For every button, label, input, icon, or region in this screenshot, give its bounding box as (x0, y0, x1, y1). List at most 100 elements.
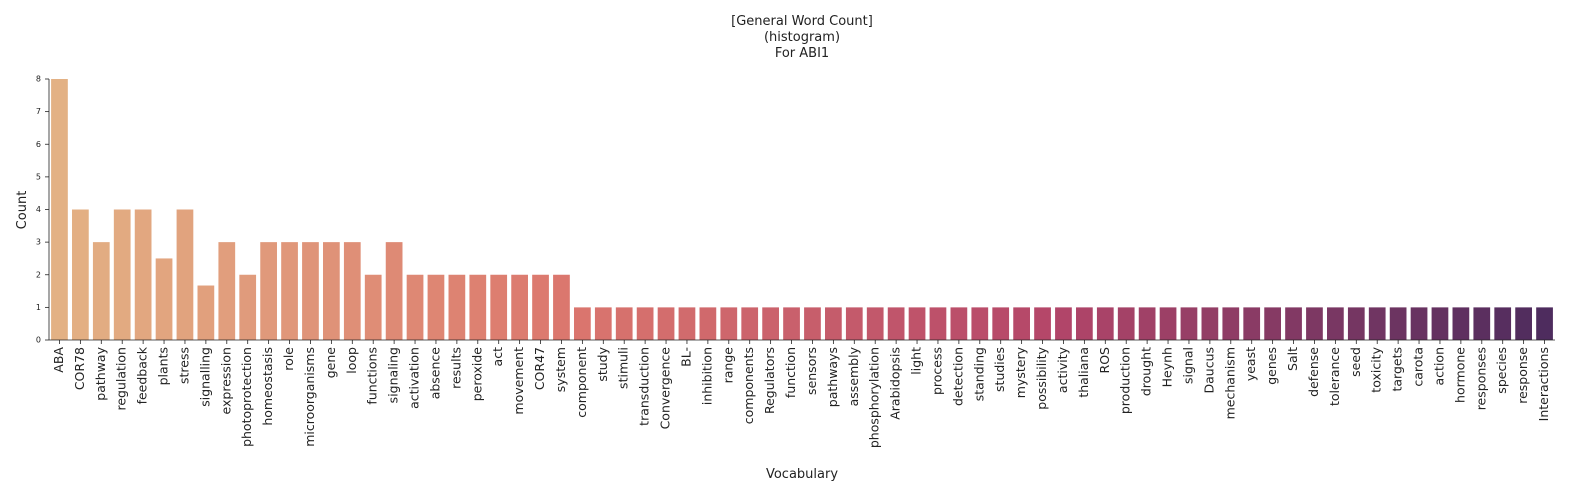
x-tick-label: role (281, 347, 296, 371)
y-tick-label: 6 (36, 140, 41, 149)
bar-possibility (1034, 307, 1051, 341)
bar-signaling (385, 242, 403, 341)
bar-pathways (825, 307, 842, 341)
bar-activity (1055, 307, 1072, 341)
x-tick-label: tolerance (1327, 347, 1342, 406)
y-axis: 0 1 2 3 4 5 6 7 8 (36, 75, 50, 345)
x-tick-label: Salt (1285, 347, 1300, 371)
bar-toxicity (1368, 307, 1386, 341)
bar-studies (992, 307, 1010, 341)
x-tick-label: process (929, 347, 944, 395)
x-tick-label: Arabidopsis (888, 347, 903, 420)
x-tick-label: plants (156, 347, 171, 385)
bar-Convergence (657, 307, 675, 341)
x-tick-label: inhibition (699, 347, 714, 405)
x-tick-label: microorganisms (302, 347, 317, 447)
x-tick-label: targets (1390, 347, 1405, 392)
x-tick-label: study (595, 346, 610, 381)
x-tick-label: toxicity (1369, 346, 1384, 392)
bar-tolerance (1327, 307, 1344, 341)
bar-microorganisms (302, 242, 319, 341)
bar-Heynh (1159, 307, 1177, 341)
bar-range (720, 307, 738, 341)
x-tick-label: feedback (135, 346, 150, 404)
y-tick-label: 8 (36, 75, 41, 84)
bar-COR78 (72, 209, 89, 340)
bar-regulation (113, 209, 131, 340)
bar-assembly (845, 307, 863, 341)
x-tick-label: drought (1139, 347, 1154, 396)
x-axis-label: Vocabulary (766, 467, 838, 482)
x-tick-label: Heynh (1160, 347, 1175, 387)
bar-signal (1180, 307, 1198, 341)
y-axis-label: Count (15, 191, 30, 230)
x-tick-label: Interactions (1536, 347, 1551, 421)
bar-mystery (1013, 307, 1030, 341)
y-tick-label: 0 (36, 336, 41, 345)
bar-responses (1473, 307, 1491, 341)
bar-inhibition (699, 307, 717, 341)
x-tick-label: phosphorylation (867, 347, 882, 448)
bar-process (929, 307, 947, 341)
x-tick-label: detection (950, 347, 965, 406)
bar-act (490, 274, 508, 340)
x-tick-label: absence (427, 347, 442, 400)
bar-gene (323, 242, 340, 341)
x-tick-label: results (448, 347, 463, 389)
x-tick-label: assembly (846, 346, 861, 406)
bar-drought (1138, 307, 1156, 341)
bar-results (448, 274, 466, 340)
x-tick-label: thaliana (1076, 347, 1091, 398)
bar-action (1431, 307, 1449, 341)
bar-genes (1264, 307, 1281, 341)
bar-absence (427, 274, 445, 340)
bar-Interactions (1536, 307, 1553, 341)
y-tick-label: 4 (36, 205, 41, 214)
bar-feedback (134, 209, 152, 340)
x-tick-label: component (574, 347, 589, 418)
bar-mechanism (1222, 307, 1240, 341)
bar-seed (1347, 307, 1365, 341)
bar-standing (971, 307, 989, 341)
x-tick-label: loop (344, 347, 359, 374)
bar-transduction (636, 307, 654, 341)
bar-functions (364, 274, 382, 340)
x-tick-label: possibility (1034, 346, 1049, 409)
x-tick-label: ABA (51, 347, 66, 373)
x-tick-label: stress (176, 347, 191, 384)
bar-sensors (804, 307, 821, 341)
x-tick-label: carota (1411, 347, 1426, 387)
bar-hormone (1452, 307, 1470, 341)
x-tick-label: signal (1180, 347, 1195, 384)
bar-system (553, 274, 570, 340)
bar-defense (1306, 307, 1323, 341)
x-tick-label: gene (323, 347, 338, 379)
y-tick-label: 5 (36, 172, 41, 181)
x-tick-label: mystery (1013, 346, 1028, 398)
y-tick-label: 1 (36, 303, 41, 312)
bar-peroxide (469, 274, 487, 340)
x-tick-label: mechanism (1222, 347, 1237, 419)
bar-production (1117, 307, 1135, 341)
x-tick-label: response (1515, 347, 1530, 404)
x-tick-label: regulation (114, 347, 129, 411)
bar-expression (218, 242, 236, 341)
x-tick-label: pathway (93, 346, 108, 400)
chart-title-line-2: (histogram) (764, 30, 840, 45)
x-tick-label: responses (1473, 347, 1488, 410)
chart-title: [General Word Count] (histogram) For ABI… (731, 14, 873, 61)
x-tick-label: light (909, 347, 924, 375)
x-tick-label: pathways (825, 347, 840, 407)
bar-Salt (1285, 307, 1302, 341)
bar-Arabidopsis (887, 307, 905, 341)
x-tick-label: COR78 (72, 347, 87, 390)
x-tick-label: homeostasis (260, 347, 275, 426)
x-tick-label: sensors (804, 347, 819, 395)
x-tick-label: stimuli (616, 347, 631, 389)
x-tick-label: Convergence (658, 347, 673, 430)
bar-pathway (92, 242, 110, 341)
bar-BL- (678, 307, 696, 341)
x-tick-label: act (490, 347, 505, 367)
bar-role (281, 242, 298, 341)
